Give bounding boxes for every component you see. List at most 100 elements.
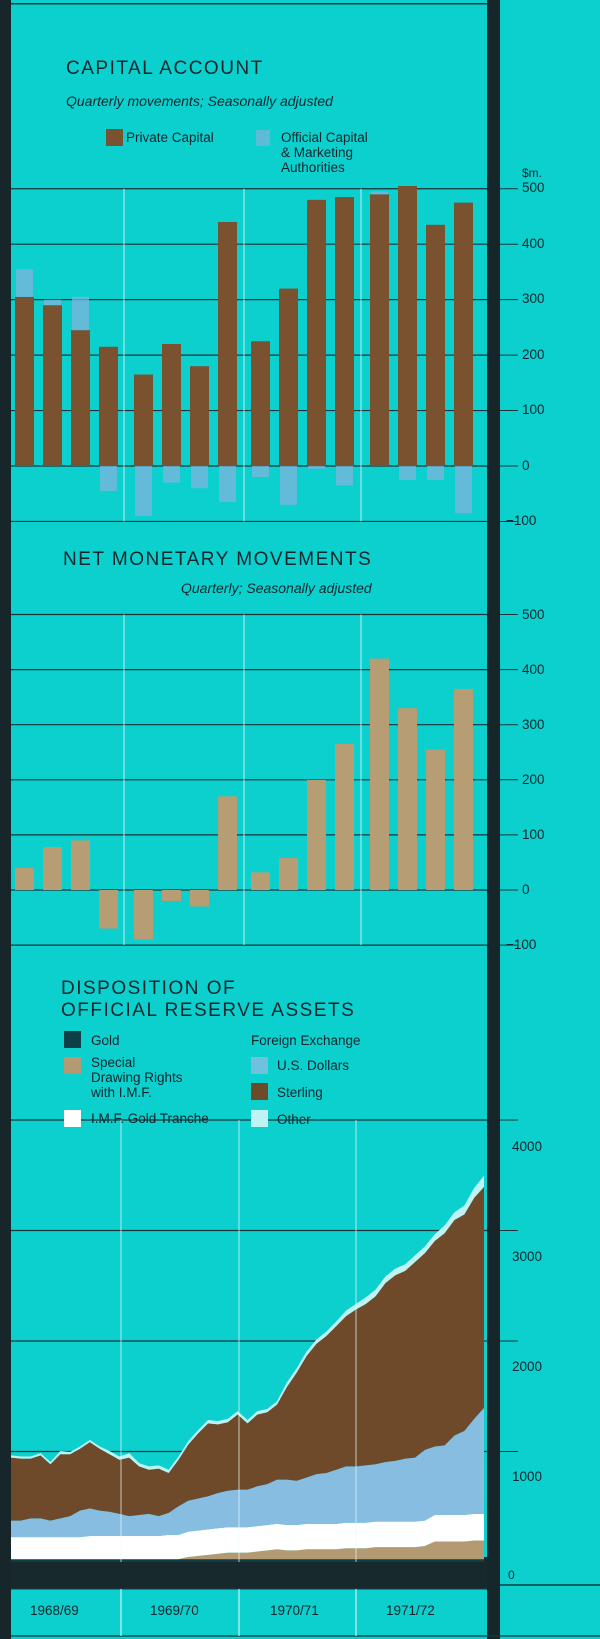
legend-other-label: Other: [277, 1112, 311, 1127]
private-capital-bar-3: [99, 346, 118, 466]
netmon-tick-500: 500: [522, 607, 545, 622]
capital-tick-0: 0: [522, 458, 530, 473]
period-label-1970-71: 1970/71: [270, 1603, 319, 1618]
capital-subtitle: Quarterly movements; Seasonally adjusted: [66, 93, 333, 109]
reserves-areas: [11, 1175, 484, 1562]
reserves-title-line2: OFFICIAL RESERVE ASSETS: [61, 1000, 356, 1021]
legend-gold-label: Gold: [91, 1033, 120, 1048]
legend-sdr-label-2: Drawing Rights: [91, 1070, 183, 1085]
private-capital-bar-9: [279, 288, 298, 466]
reserves-tick-0: 0: [508, 1568, 515, 1582]
period-label-1969-70: 1969/70: [150, 1603, 199, 1618]
netmon-tick-100: 100: [522, 827, 545, 842]
capital-tick-100: 100: [522, 402, 545, 417]
private-capital-bar-4: [134, 374, 153, 466]
private-capital-bar-2: [71, 330, 90, 466]
net-monetary-bar-10: [307, 779, 326, 890]
reserves-period-dividers: [120, 1120, 357, 1562]
net-monetary-bar-8: [251, 872, 270, 890]
legend-official-label-1: Official Capital: [281, 130, 368, 145]
private-capital-bar-1: [43, 305, 62, 466]
private-capital-bar-10: [307, 199, 326, 466]
gold-area: [11, 1559, 484, 1562]
top-rule: [11, 3, 487, 5]
legend-sdr-swatch: [64, 1057, 81, 1074]
net-monetary-bar-11: [335, 743, 354, 890]
official-capital-bar-9: [280, 466, 297, 505]
netmon-tick-200: 200: [522, 772, 545, 787]
legend-tranche-label: I.M.F. Gold Tranche: [91, 1111, 209, 1126]
official-capital-bar-13: [399, 466, 416, 480]
net-monetary-bar-2: [71, 840, 90, 890]
official-capital-bar-14: [427, 466, 444, 480]
legend-gold-swatch: [64, 1031, 81, 1048]
official-capital-bar-2: [72, 296, 89, 331]
period-label-1968-69: 1968/69: [30, 1603, 79, 1618]
reserves-tick-4000: 4000: [512, 1139, 543, 1154]
capital-tick-minus100: −100: [506, 513, 537, 528]
netmon-title: NET MONETARY MOVEMENTS: [63, 549, 373, 570]
legend-other-swatch: [251, 1110, 268, 1127]
net-monetary-bar-5: [162, 890, 181, 902]
legend-fx-label: Foreign Exchange: [251, 1033, 361, 1048]
capital-unit-label: $m.: [522, 166, 543, 180]
official-capital-bar-8: [252, 466, 269, 478]
legend-official-label-2: & Marketing: [281, 145, 354, 160]
private-capital-bar-6: [190, 366, 209, 466]
official-capital-bar-5: [163, 466, 180, 483]
capital-tick-200: 200: [522, 347, 545, 362]
legend-private-label: Private Capital: [126, 130, 214, 145]
reserves-tick-2000: 2000: [512, 1359, 543, 1374]
official-capital-bar-6: [191, 466, 208, 489]
official-capital-bar-0: [16, 269, 33, 297]
reserves-tick-1000: 1000: [512, 1469, 543, 1484]
legend-official-label-3: Authorities: [281, 160, 345, 175]
official-capital-bar-12: [371, 191, 388, 195]
net-monetary-bar-15: [454, 688, 473, 890]
net-monetary-bar-3: [99, 890, 118, 929]
net-monetary-bar-4: [134, 890, 153, 940]
official-capital-bar-3: [100, 466, 117, 491]
private-capital-bar-15: [454, 202, 473, 467]
capital-title: CAPITAL ACCOUNT: [66, 58, 264, 79]
left-frame-edge: [0, 0, 11, 1639]
private-capital-bar-14: [426, 224, 445, 466]
netmon-subtitle: Quarterly; Seasonally adjusted: [181, 580, 372, 596]
net-monetary-bar-14: [426, 749, 445, 890]
reserves-tick-3000: 3000: [512, 1249, 543, 1264]
private-capital-bar-13: [398, 185, 417, 467]
period-label-1971-72: 1971/72: [386, 1603, 435, 1618]
private-capital-bar-5: [162, 344, 181, 466]
netmon-tick-400: 400: [522, 662, 545, 677]
official-capital-bar-1: [44, 299, 61, 306]
right-frame-bar: [487, 0, 500, 1639]
private-capital-bar-8: [251, 341, 270, 466]
private-capital-bar-0: [15, 296, 34, 466]
net-monetary-bar-0: [15, 867, 34, 890]
legend-official-swatch: [256, 130, 270, 146]
legend-usd-label: U.S. Dollars: [277, 1058, 350, 1073]
period-label-dividers: [120, 1589, 357, 1636]
legend-sdr-label-1: Special: [91, 1055, 136, 1070]
netmon-tick-minus100: −100: [506, 937, 537, 952]
official-capital-bar-4: [135, 466, 152, 516]
reserves-title-line1: DISPOSITION OF: [61, 978, 237, 999]
netmon-tick-0: 0: [522, 882, 530, 897]
net-monetary-bar-13: [398, 708, 417, 890]
legend-sterling-label: Sterling: [277, 1085, 323, 1100]
capital-tick-400: 400: [522, 236, 545, 251]
net-monetary-bar-7: [218, 796, 237, 890]
legend-sdr-label-3: with I.M.F.: [91, 1085, 152, 1100]
legend-usd-swatch: [251, 1057, 268, 1074]
private-capital-bar-12: [370, 194, 389, 467]
legend-sterling-swatch: [251, 1083, 268, 1100]
private-capital-bar-7: [218, 222, 237, 466]
net-monetary-bar-6: [190, 890, 209, 907]
official-capital-bar-10: [308, 466, 325, 469]
capital-tick-500: 500: [522, 180, 545, 195]
us-dollars-area: [11, 1407, 484, 1538]
net-monetary-bar-12: [370, 658, 389, 890]
capital-tick-300: 300: [522, 291, 545, 306]
sdr-area: [11, 1540, 484, 1560]
